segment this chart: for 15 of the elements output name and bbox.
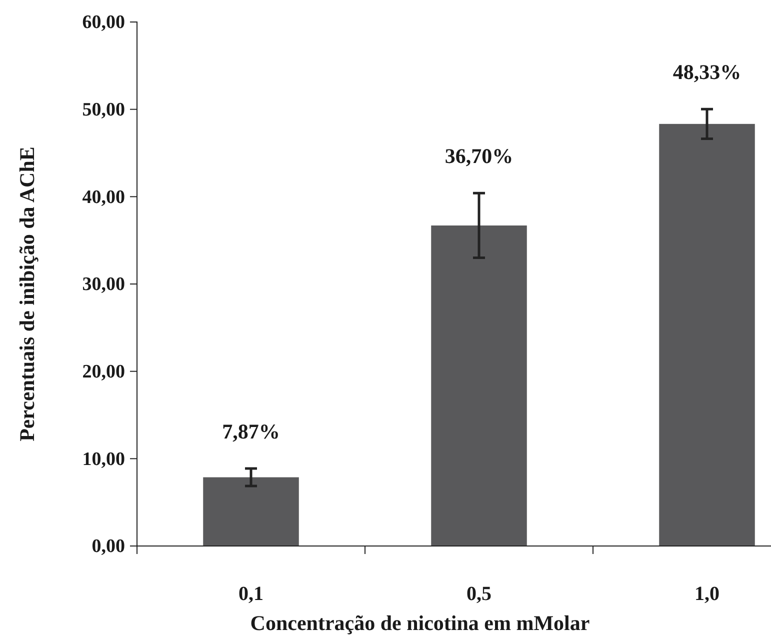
y-tick-label: 20,00 — [82, 361, 125, 382]
x-tick-label: 0,5 — [466, 583, 492, 606]
y-tick-label: 40,00 — [82, 186, 125, 208]
data-label: 48,33% — [672, 60, 742, 84]
data-label: 36,70% — [444, 144, 514, 168]
x-axis-title: Concentração de nicotina em mMolar — [250, 611, 590, 635]
x-tick-label: 0,1 — [238, 583, 264, 606]
y-tick-label: 0,00 — [92, 536, 125, 558]
x-tick-label: 1,0 — [694, 583, 720, 606]
y-tick-label: 50,00 — [82, 99, 125, 120]
y-tick-label: 30,00 — [82, 274, 125, 296]
y-axis-title: Percentuais de inibição da AChE — [15, 146, 39, 442]
y-tick-label: 10,00 — [82, 448, 125, 470]
data-label: 7,87% — [222, 420, 280, 444]
y-tick-label: 60,00 — [82, 12, 125, 34]
